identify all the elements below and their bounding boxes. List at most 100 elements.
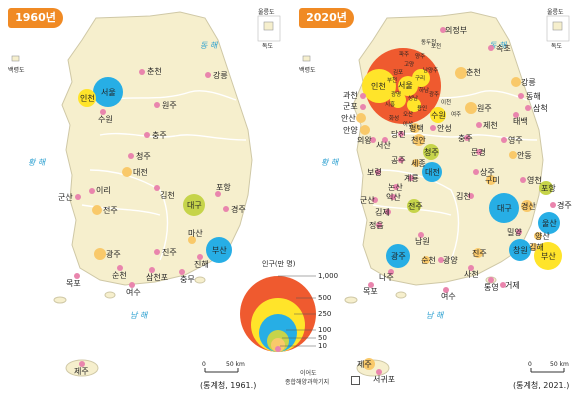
label-taebaek: 태백 bbox=[513, 116, 528, 126]
city-tongyeong bbox=[488, 277, 494, 283]
label-cheongju: 청주 bbox=[424, 148, 439, 157]
legend-circles: 인구(만 명) 1,000 500 250 100 50 10 bbox=[240, 259, 338, 352]
city-seogwipo bbox=[376, 369, 382, 375]
label-pocheon: 포천 bbox=[431, 42, 441, 50]
city-incheon bbox=[78, 89, 96, 107]
city-gunsan bbox=[372, 197, 378, 203]
city-daegu bbox=[183, 194, 205, 216]
city-wonju bbox=[154, 102, 160, 108]
city-jeongeup bbox=[376, 222, 382, 228]
city-wonju bbox=[465, 102, 477, 114]
city-daegu bbox=[489, 193, 519, 223]
label-gwangju: 광주 bbox=[391, 251, 406, 261]
city-changwon bbox=[509, 239, 531, 261]
city-pohang bbox=[215, 191, 221, 197]
label-pohang: 포항 bbox=[541, 184, 556, 193]
city-seoul bbox=[93, 77, 123, 107]
label-gyeongju: 경주 bbox=[557, 200, 572, 210]
sea-label-west: 황 해 bbox=[321, 158, 340, 167]
city-suwon bbox=[100, 109, 106, 115]
label-yeongcheon: 영천 bbox=[527, 175, 542, 185]
city-chungmu bbox=[179, 269, 185, 275]
city-boryeong bbox=[375, 169, 381, 175]
label-incheon: 인천 bbox=[80, 93, 95, 103]
label-bucheon: 부천 bbox=[387, 76, 397, 84]
city-mokpo bbox=[368, 282, 374, 288]
label-donghae: 동해 bbox=[526, 91, 541, 101]
label-gimcheon: 김천 bbox=[456, 191, 471, 201]
legend-value-10: 10 bbox=[318, 342, 327, 350]
label-gyeongsan: 경산 bbox=[521, 201, 536, 211]
ieodo-box bbox=[351, 376, 360, 385]
label-jeju: 제주 bbox=[74, 367, 89, 376]
city-gyeryong bbox=[408, 175, 414, 181]
city-yeongju bbox=[501, 137, 507, 143]
label-anyang: 안양 bbox=[343, 125, 358, 135]
label-miryang: 밀양 bbox=[507, 228, 522, 237]
city-daejeon bbox=[422, 162, 442, 182]
label-gunpo: 군포 bbox=[343, 102, 358, 111]
label-cheonan: 천안 bbox=[411, 135, 426, 145]
ieodo-label: 이어도 bbox=[300, 370, 317, 377]
label-ulleungdo: 울릉도 bbox=[258, 9, 275, 16]
label-daejeon: 대전 bbox=[133, 167, 148, 177]
label-chungmu: 충무 bbox=[180, 275, 195, 284]
label-siheung: 시흥 bbox=[385, 100, 395, 108]
baengnyeongdo-island bbox=[302, 55, 311, 62]
sea-label-south: 남 해 bbox=[130, 311, 149, 320]
label-uiwang: 의왕 bbox=[357, 135, 372, 145]
city-busan bbox=[206, 237, 232, 263]
korea-map-2020: 동 해 황 해 남 해 울릉도 독도 백령도 bbox=[299, 9, 572, 384]
city-yeongcheon bbox=[520, 177, 526, 183]
label-yeosu: 여수 bbox=[126, 287, 141, 297]
city-chungju bbox=[464, 135, 470, 141]
label-gimje: 김제 bbox=[375, 207, 390, 217]
city-suncheon bbox=[117, 265, 123, 271]
city-gyeongju bbox=[223, 206, 229, 212]
label-changwon: 창원 bbox=[513, 246, 528, 255]
city-jeonju bbox=[92, 205, 102, 215]
label-jinju: 진주 bbox=[162, 247, 177, 257]
label-busan: 부산 bbox=[541, 251, 556, 261]
city-andong bbox=[509, 151, 517, 159]
label-daejeon: 대전 bbox=[425, 167, 440, 177]
city-gunsan bbox=[75, 194, 81, 200]
label-suncheon: 순천 bbox=[112, 270, 127, 280]
label-gwangmyeong: 광명 bbox=[391, 91, 401, 98]
label-namwon: 남원 bbox=[415, 237, 430, 246]
label-chungju: 충주 bbox=[152, 131, 167, 140]
city-cheongju bbox=[423, 144, 439, 160]
label-gwangju-gg: 광주 bbox=[429, 91, 439, 98]
label-gunsan: 군산 bbox=[360, 195, 375, 205]
label-seoul: 서울 bbox=[398, 81, 413, 90]
label-geoje: 거제 bbox=[505, 281, 520, 290]
city-gimje bbox=[385, 209, 391, 215]
scale-bar-2020: 0 50 km bbox=[528, 361, 569, 373]
city-anseong bbox=[430, 125, 436, 131]
city-gongju bbox=[398, 157, 404, 163]
label-namyangju: 남양주 bbox=[423, 66, 438, 74]
svg-text:0: 0 bbox=[202, 361, 206, 368]
city-pohang bbox=[539, 181, 553, 195]
svg-text:50 km: 50 km bbox=[550, 361, 569, 368]
label-gumi: 구미 bbox=[485, 176, 500, 185]
label-daegu: 대구 bbox=[497, 204, 512, 213]
legend-value-500: 500 bbox=[318, 294, 331, 302]
label-mokpo: 목포 bbox=[66, 279, 81, 288]
label-dangjin: 당진 bbox=[391, 129, 406, 139]
city-gyeongsan bbox=[521, 200, 533, 212]
city-ansan bbox=[356, 113, 366, 123]
legend-title: 인구(만 명) bbox=[262, 259, 296, 268]
city-jinju bbox=[473, 248, 483, 258]
city-masan bbox=[188, 236, 196, 244]
label-masan: 마산 bbox=[188, 228, 203, 238]
label-busan: 부산 bbox=[212, 245, 227, 255]
city-labels-1960: 서울 인천 수원 춘천 강릉 원주 충주 청주 대전 이리 군산 전주 김천 대… bbox=[58, 66, 246, 376]
label-iksan: 익산 bbox=[386, 192, 401, 202]
label-seongnam: 성남 bbox=[408, 94, 418, 102]
label-baengnyeongdo: 백령도 bbox=[8, 66, 25, 74]
city-samcheonpo bbox=[149, 267, 155, 273]
label-icheon: 이천 bbox=[441, 98, 451, 106]
city-gyeongju bbox=[550, 202, 556, 208]
label-daegu: 대구 bbox=[187, 201, 202, 210]
